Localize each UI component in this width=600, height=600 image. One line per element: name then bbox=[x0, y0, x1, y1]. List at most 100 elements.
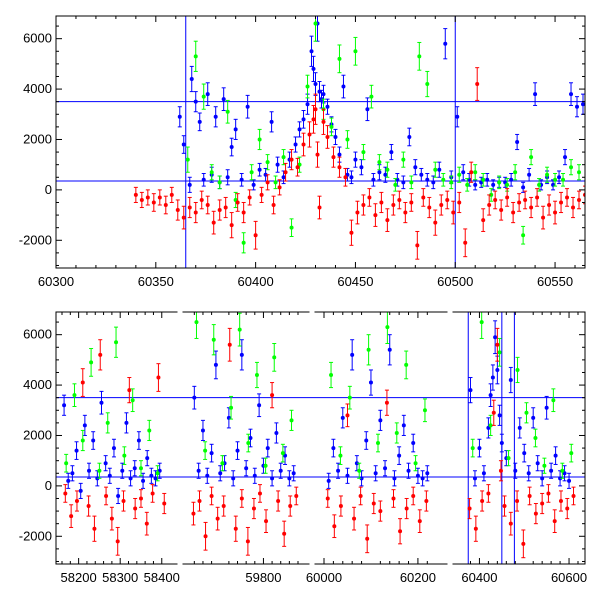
marker bbox=[338, 504, 343, 509]
marker bbox=[468, 388, 473, 393]
marker bbox=[265, 160, 270, 165]
marker bbox=[365, 536, 370, 541]
data-point-blue bbox=[87, 462, 92, 479]
marker bbox=[393, 182, 398, 187]
marker bbox=[546, 491, 551, 496]
data-point-red bbox=[552, 509, 557, 533]
marker bbox=[383, 172, 388, 177]
data-point-green bbox=[203, 441, 208, 460]
marker bbox=[545, 172, 550, 177]
marker bbox=[394, 430, 399, 435]
data-point-red bbox=[547, 194, 552, 216]
data-point-green bbox=[422, 398, 427, 423]
data-point-red bbox=[433, 209, 438, 236]
data-point-green bbox=[513, 164, 518, 181]
marker bbox=[495, 342, 500, 347]
data-point-blue bbox=[275, 156, 280, 173]
data-point-blue bbox=[415, 467, 420, 484]
data-point-green bbox=[385, 161, 390, 178]
marker bbox=[491, 410, 496, 415]
data-point-red bbox=[338, 495, 343, 517]
data-point-blue bbox=[378, 409, 383, 431]
data-point-blue bbox=[226, 407, 231, 429]
data-point-red bbox=[398, 518, 403, 545]
data-layer bbox=[56, 16, 585, 268]
data-point-red bbox=[115, 526, 120, 556]
marker bbox=[277, 185, 282, 190]
marker bbox=[259, 192, 264, 197]
data-point-red bbox=[98, 339, 103, 371]
data-point-blue bbox=[192, 385, 197, 410]
marker bbox=[421, 195, 426, 200]
marker bbox=[265, 180, 270, 185]
marker bbox=[463, 240, 468, 245]
data-point-green bbox=[105, 412, 110, 434]
data-point-green bbox=[506, 450, 511, 467]
marker bbox=[282, 531, 287, 536]
marker bbox=[329, 124, 334, 129]
data-point-green bbox=[409, 175, 414, 190]
marker bbox=[325, 496, 330, 501]
marker bbox=[196, 468, 201, 473]
marker bbox=[498, 468, 503, 473]
data-point-red bbox=[505, 188, 510, 207]
x-tick-label: 60400 bbox=[238, 274, 274, 289]
data-point-green bbox=[217, 175, 222, 190]
marker bbox=[86, 504, 91, 509]
marker bbox=[244, 466, 249, 471]
marker bbox=[97, 468, 102, 473]
marker bbox=[127, 388, 132, 393]
data-point-green bbox=[194, 312, 199, 339]
marker bbox=[205, 473, 210, 478]
data-point-red bbox=[307, 121, 312, 148]
marker bbox=[373, 471, 378, 476]
marker bbox=[157, 195, 162, 200]
marker bbox=[272, 355, 277, 360]
marker bbox=[477, 446, 482, 451]
data-point-red bbox=[349, 219, 354, 246]
data-point-green bbox=[393, 178, 398, 192]
marker bbox=[391, 203, 396, 207]
data-point-green bbox=[313, 16, 318, 42]
data-point-green bbox=[560, 462, 565, 479]
marker bbox=[200, 428, 205, 433]
marker bbox=[251, 506, 256, 511]
data-point-blue bbox=[581, 93, 585, 115]
data-point-red bbox=[104, 486, 109, 506]
data-point-red bbox=[301, 132, 306, 157]
x-tick-label: 60400 bbox=[461, 570, 497, 585]
data-point-red bbox=[288, 495, 293, 517]
data-point-green bbox=[229, 395, 234, 420]
marker bbox=[221, 504, 226, 509]
marker bbox=[248, 436, 253, 440]
data-point-blue bbox=[103, 455, 108, 472]
data-point-blue bbox=[141, 472, 146, 489]
data-point-red bbox=[325, 125, 330, 149]
marker bbox=[553, 210, 558, 215]
data-point-red bbox=[163, 195, 168, 215]
data-point-blue bbox=[420, 470, 425, 487]
marker bbox=[575, 104, 580, 109]
marker bbox=[481, 177, 486, 182]
marker bbox=[485, 177, 490, 182]
marker bbox=[433, 167, 438, 172]
data-point-red bbox=[191, 501, 196, 526]
marker bbox=[345, 413, 350, 418]
marker bbox=[205, 92, 210, 97]
marker bbox=[527, 172, 532, 177]
marker bbox=[531, 415, 536, 420]
marker bbox=[415, 473, 420, 478]
data-point-red bbox=[92, 515, 97, 542]
data-point-green bbox=[542, 457, 547, 474]
data-point-blue bbox=[248, 428, 253, 448]
marker bbox=[488, 423, 493, 428]
marker bbox=[252, 473, 257, 478]
data-point-red bbox=[378, 500, 383, 522]
data-point-red bbox=[211, 210, 216, 235]
data-point-red bbox=[295, 157, 300, 177]
data-point-blue bbox=[107, 467, 112, 484]
marker bbox=[124, 420, 129, 425]
data-point-blue bbox=[461, 164, 466, 181]
data-point-red bbox=[540, 492, 545, 515]
data-point-green bbox=[209, 164, 214, 181]
